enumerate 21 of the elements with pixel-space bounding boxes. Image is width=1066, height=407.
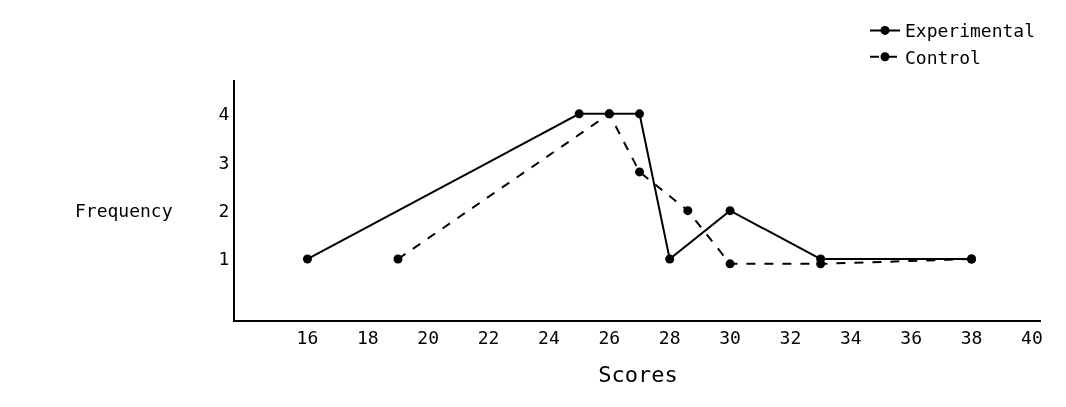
x-tick-label: 20: [417, 326, 440, 348]
y-tick-label: 4: [218, 103, 230, 125]
x-tick-label: 18: [356, 326, 379, 348]
legend-label: Control: [905, 46, 981, 68]
x-tick-label: 34: [839, 326, 862, 348]
x-tick-label: 26: [598, 326, 621, 348]
x-tick-label: 32: [779, 326, 802, 348]
x-tick-label: 30: [719, 326, 741, 348]
y-tick-label: 3: [218, 151, 230, 173]
x-tick-label: 38: [960, 326, 983, 348]
x-axis-title: Scores: [598, 362, 678, 387]
x-tick-label: 40: [1021, 326, 1043, 348]
x-tick-label: 36: [900, 326, 923, 348]
legend-label: Experimental: [905, 20, 1036, 42]
y-tick-label: 2: [218, 199, 230, 221]
y-tick-label: 1: [218, 248, 230, 270]
x-tick-label: 22: [477, 326, 500, 348]
x-tick-label: 28: [658, 326, 681, 348]
x-tick-label: 24: [538, 326, 560, 348]
y-axis-title: Frequency: [75, 200, 173, 221]
x-tick-label: 16: [296, 326, 319, 348]
